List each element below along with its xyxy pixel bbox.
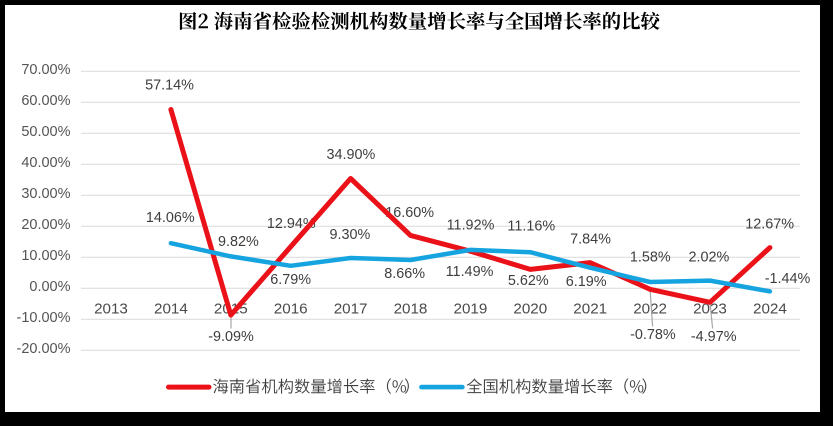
svg-text:5.62%: 5.62% [508,273,549,289]
svg-text:11.92%: 11.92% [447,218,495,234]
svg-text:10.00%: 10.00% [21,248,70,264]
svg-text:-0.78%: -0.78% [630,327,676,343]
svg-text:20.00%: 20.00% [21,217,70,233]
svg-text:-10.00%: -10.00% [16,310,70,326]
svg-text:2014: 2014 [154,300,188,317]
svg-text:2019: 2019 [454,300,488,317]
svg-text:34.90%: 34.90% [326,147,375,163]
svg-text:-4.97%: -4.97% [691,329,737,345]
svg-text:9.30%: 9.30% [329,227,370,243]
svg-text:-20.00%: -20.00% [16,341,70,357]
svg-text:11.49%: 11.49% [446,264,494,280]
svg-text:11.16%: 11.16% [507,219,555,235]
svg-text:7.84%: 7.84% [570,232,611,248]
svg-text:2021: 2021 [573,300,607,317]
svg-text:2024: 2024 [753,300,787,317]
svg-text:70.00%: 70.00% [21,62,70,78]
svg-text:6.79%: 6.79% [270,272,311,288]
svg-text:2016: 2016 [274,300,308,317]
svg-text:8.66%: 8.66% [384,266,425,282]
svg-text:2020: 2020 [513,300,547,317]
svg-text:2022: 2022 [633,300,667,317]
svg-text:2013: 2013 [94,300,128,317]
svg-text:9.82%: 9.82% [218,234,259,250]
svg-text:30.00%: 30.00% [21,186,70,202]
svg-text:0.00%: 0.00% [29,279,70,295]
svg-text:57.14%: 57.14% [145,78,194,94]
svg-text:-9.09%: -9.09% [208,329,254,345]
svg-text:14.06%: 14.06% [146,210,195,226]
svg-text:40.00%: 40.00% [21,155,70,171]
svg-text:60.00%: 60.00% [21,93,70,109]
svg-text:1.58%: 1.58% [630,249,671,265]
svg-text:2018: 2018 [394,300,428,317]
svg-text:12.94%: 12.94% [267,216,316,232]
svg-text:2.02%: 2.02% [688,249,729,265]
svg-text:2023: 2023 [693,300,727,317]
svg-text:2017: 2017 [334,300,368,317]
svg-text:50.00%: 50.00% [21,124,70,140]
svg-text:12.67%: 12.67% [745,217,794,233]
svg-text:16.60%: 16.60% [385,205,434,221]
svg-text:6.19%: 6.19% [566,274,607,290]
svg-text:-1.44%: -1.44% [765,271,811,287]
